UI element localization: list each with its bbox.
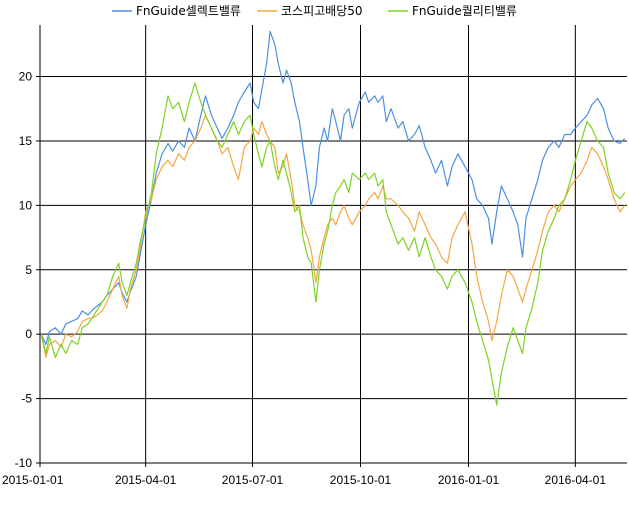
series-group xyxy=(40,30,626,406)
axes xyxy=(36,25,627,467)
y-axis-tick-labels: -10 -5 0 5 10 15 20 xyxy=(15,70,33,470)
x-axis-tick-labels: 2015-01-01 2015-04-01 2015-07-01 2015-10-01… xyxy=(2,473,606,487)
x-tick-label: 2015-10-01 xyxy=(330,473,392,487)
legend: FnGuide셀렉트밸류 코스피고배당50 FnGuide퀄리티밸류 xyxy=(112,4,517,18)
series-line-1 xyxy=(40,30,626,346)
y-tick-label: -5 xyxy=(21,392,32,406)
x-tick-label: 2016-04-01 xyxy=(545,473,607,487)
y-tick-label: -10 xyxy=(15,456,33,470)
series-line-3 xyxy=(40,82,626,406)
y-tick-label: 10 xyxy=(19,198,33,212)
y-tick-label: 20 xyxy=(19,70,33,84)
series-line-2 xyxy=(40,114,626,358)
x-tick-label: 2015-04-01 xyxy=(115,473,177,487)
x-tick-label: 2015-07-01 xyxy=(222,473,284,487)
legend-label-2: 코스피고배당50 xyxy=(281,4,363,18)
legend-label-1: FnGuide셀렉트밸류 xyxy=(136,4,241,18)
y-tick-label: 5 xyxy=(25,263,32,277)
y-tick-label: 0 xyxy=(25,327,32,341)
y-tick-label: 15 xyxy=(19,134,33,148)
x-tick-label: 2016-01-01 xyxy=(438,473,500,487)
x-tick-label: 2015-01-01 xyxy=(2,473,64,487)
legend-label-3: FnGuide퀄리티밸류 xyxy=(412,4,517,18)
